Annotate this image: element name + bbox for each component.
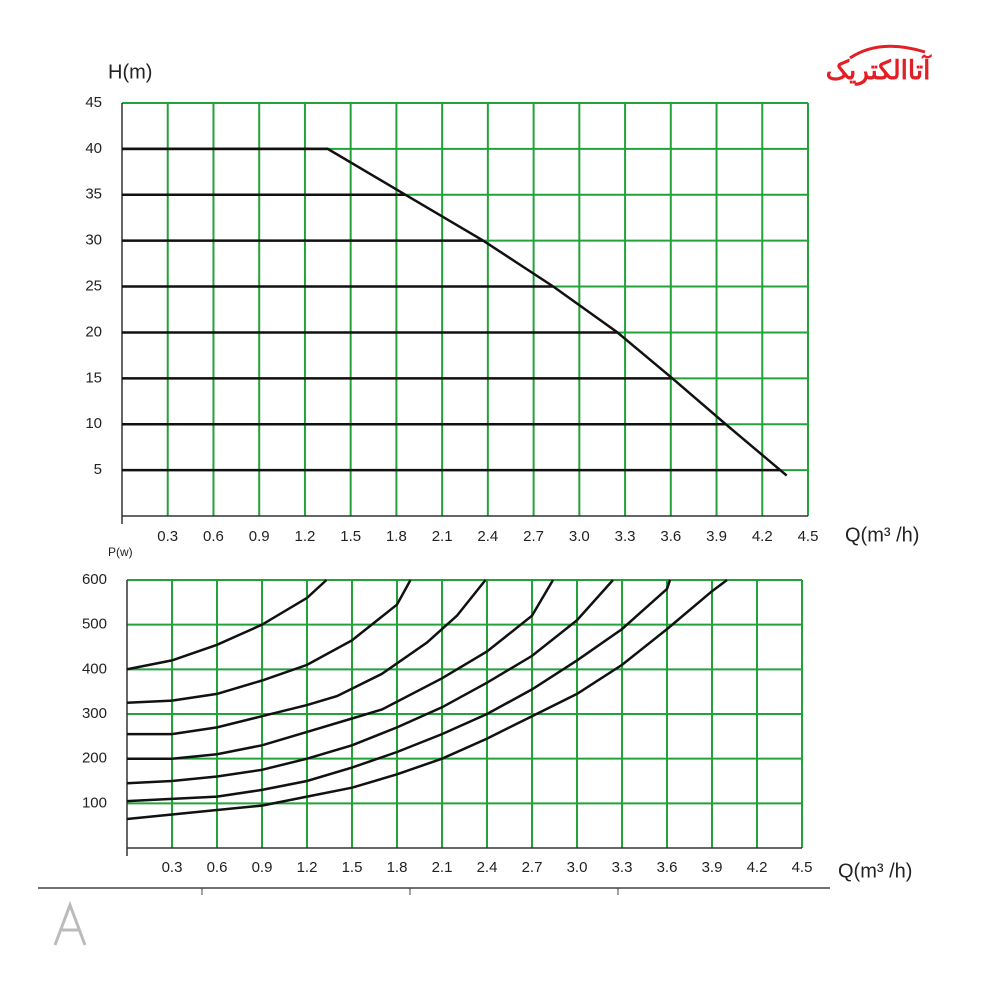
x-tick-label: 1.2 (297, 859, 318, 876)
y-tick-label: 25 (85, 278, 102, 295)
x-tick-label: 1.5 (342, 859, 363, 876)
watermark (53, 900, 87, 946)
x-tick-label: 0.9 (252, 859, 273, 876)
curve (126, 579, 614, 785)
x-axis-label: Q(m³ /h) (838, 860, 912, 882)
x-tick-label: 1.8 (386, 528, 407, 545)
x-tick-label: 0.3 (162, 859, 183, 876)
x-tick-label: 2.4 (477, 528, 498, 545)
y-tick-label: 300 (82, 705, 107, 722)
x-tick-label: 4.2 (752, 528, 773, 545)
curve (122, 147, 788, 477)
x-tick-label: 3.9 (702, 859, 723, 876)
curve (126, 579, 672, 803)
y-axis-label: H(m) (108, 61, 152, 83)
x-tick-label: 2.1 (432, 859, 453, 876)
y-tick-label: 100 (82, 794, 107, 811)
x-tick-label: 1.8 (387, 859, 408, 876)
y-tick-label: 40 (85, 140, 102, 157)
x-tick-label: 0.9 (249, 528, 270, 545)
logo-swoosh (849, 44, 926, 60)
x-tick-label: 3.6 (660, 528, 681, 545)
logo: آتاالکتریک (826, 53, 932, 86)
y-tick-label: 10 (85, 415, 102, 432)
x-tick-label: 3.0 (567, 859, 588, 876)
curve (126, 579, 328, 671)
y-axis-label: P(w) (108, 545, 133, 559)
x-tick-label: 4.5 (792, 859, 813, 876)
x-tick-label: 2.7 (523, 528, 544, 545)
x-tick-label: 3.6 (657, 859, 678, 876)
y-tick-label: 45 (85, 94, 102, 111)
x-tick-label: 4.2 (747, 859, 768, 876)
curve (127, 579, 487, 736)
curve (126, 579, 412, 705)
y-tick-label: 5 (94, 461, 102, 478)
x-tick-label: 0.6 (207, 859, 228, 876)
x-tick-label: 0.3 (157, 528, 178, 545)
y-tick-label: 200 (82, 750, 107, 767)
y-tick-label: 20 (85, 323, 102, 340)
x-tick-label: 2.4 (477, 859, 498, 876)
x-tick-label: 1.5 (340, 528, 361, 545)
x-tick-label: 2.1 (432, 528, 453, 545)
y-tick-label: 500 (82, 616, 107, 633)
x-tick-label: 3.0 (569, 528, 590, 545)
x-tick-label: 0.6 (203, 528, 224, 545)
x-tick-label: 4.5 (798, 528, 819, 545)
x-tick-label: 3.3 (615, 528, 636, 545)
y-tick-label: 600 (82, 571, 107, 588)
y-tick-label: 30 (85, 232, 102, 249)
x-axis-label: Q(m³ /h) (845, 524, 919, 546)
curve (126, 578, 728, 821)
y-tick-label: 35 (85, 186, 102, 203)
x-tick-label: 2.7 (522, 859, 543, 876)
x-tick-label: 3.9 (706, 528, 727, 545)
x-tick-label: 3.3 (612, 859, 633, 876)
curve (127, 579, 555, 760)
y-tick-label: 15 (85, 369, 102, 386)
x-tick-label: 1.2 (295, 528, 316, 545)
y-tick-label: 400 (82, 660, 107, 677)
